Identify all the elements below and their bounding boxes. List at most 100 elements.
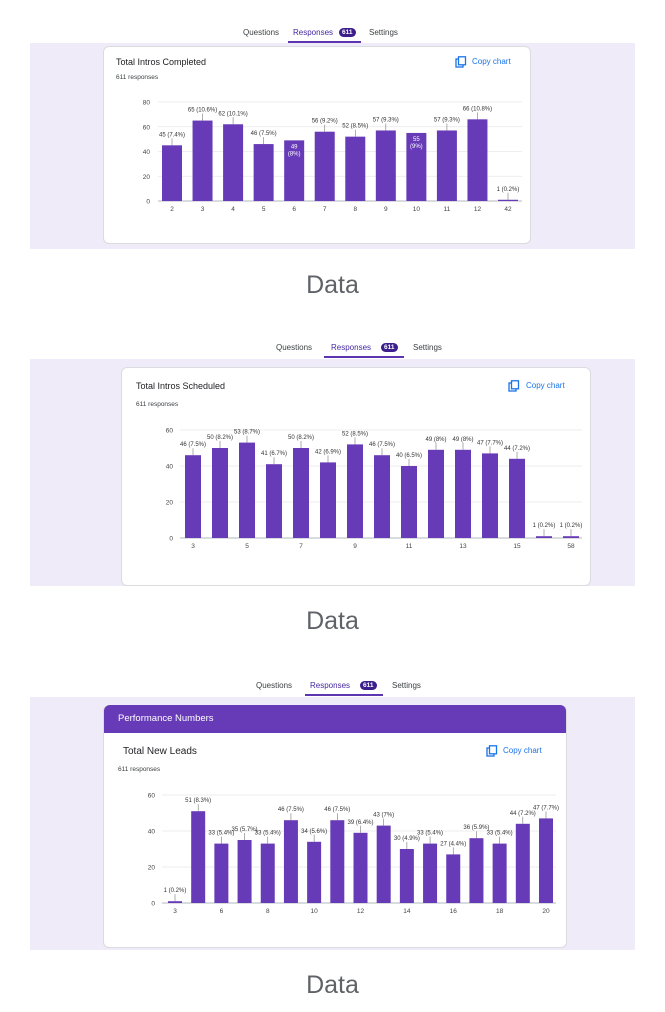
data-label: 47 (7.7%) bbox=[477, 440, 503, 446]
data-label: 42 (6.9%) bbox=[315, 449, 341, 455]
data-caption: Data bbox=[306, 971, 359, 999]
bar bbox=[314, 131, 335, 201]
tab-questions[interactable]: Questions bbox=[276, 343, 313, 352]
data-label: 1 (0.2%) bbox=[164, 888, 187, 894]
y-tick-label: 20 bbox=[166, 500, 174, 507]
bar bbox=[212, 448, 228, 538]
x-tick-label: 13 bbox=[459, 543, 467, 550]
x-tick-label: 20 bbox=[542, 908, 550, 915]
data-label: 46 (7.5%) bbox=[278, 807, 304, 813]
x-tick-label: 3 bbox=[191, 543, 195, 550]
data-label: 44 (7.2%) bbox=[510, 811, 536, 817]
bar bbox=[467, 119, 488, 201]
bar bbox=[214, 843, 229, 903]
data-label: 44 (7.2%) bbox=[504, 446, 530, 452]
x-tick-label: 3 bbox=[173, 908, 177, 915]
data-label: 34 (5.6%) bbox=[301, 829, 327, 835]
y-tick-label: 60 bbox=[166, 428, 174, 435]
copy-icon[interactable] bbox=[486, 745, 498, 757]
bar bbox=[192, 120, 213, 201]
tab-settings[interactable]: Settings bbox=[392, 681, 421, 690]
bar bbox=[469, 838, 484, 903]
bar bbox=[423, 843, 438, 903]
bar bbox=[515, 823, 530, 903]
copy-chart-button[interactable]: Copy chart bbox=[503, 746, 542, 755]
tab-responses[interactable]: Responses bbox=[310, 681, 351, 690]
bar bbox=[436, 130, 457, 201]
responses-count-badge: 611 bbox=[339, 28, 356, 37]
tab-responses[interactable]: Responses bbox=[293, 28, 334, 37]
data-caption: Data bbox=[306, 607, 359, 635]
bar bbox=[498, 199, 518, 201]
x-tick-label: 58 bbox=[567, 543, 575, 550]
x-tick-label: 9 bbox=[384, 206, 388, 213]
bar bbox=[260, 843, 275, 903]
data-label: 33 (5.4%) bbox=[417, 831, 443, 837]
question-title: Total Intros Completed bbox=[116, 57, 207, 67]
data-caption: Data bbox=[306, 271, 359, 299]
x-tick-label: 4 bbox=[231, 206, 235, 213]
bar bbox=[374, 455, 390, 538]
section-title: Performance Numbers bbox=[118, 713, 214, 724]
data-label: (9%) bbox=[410, 144, 423, 150]
y-tick-label: 20 bbox=[148, 865, 156, 872]
data-label: 65 (10.6%) bbox=[188, 108, 217, 114]
tab-responses[interactable]: Responses bbox=[331, 343, 372, 352]
bar bbox=[237, 840, 252, 903]
bar bbox=[253, 144, 274, 201]
x-tick-label: 12 bbox=[357, 908, 365, 915]
x-tick-label: 2 bbox=[170, 206, 174, 213]
data-label: 39 (6.4%) bbox=[347, 820, 373, 826]
bar bbox=[536, 536, 552, 538]
response-count: 611 responses bbox=[118, 766, 161, 773]
x-tick-label: 6 bbox=[292, 206, 296, 213]
tab-settings[interactable]: Settings bbox=[369, 28, 398, 37]
bar bbox=[375, 130, 396, 201]
data-label: 66 (10.8%) bbox=[463, 106, 492, 112]
data-label: 40 (6.5%) bbox=[396, 453, 422, 459]
data-label: 52 (8.5%) bbox=[342, 124, 368, 130]
data-label: 51 (8.3%) bbox=[185, 798, 211, 804]
x-tick-label: 42 bbox=[504, 206, 512, 213]
data-label: 62 (10.1%) bbox=[218, 111, 247, 117]
data-label: 36 (5.9%) bbox=[463, 825, 489, 831]
tab-questions[interactable]: Questions bbox=[256, 681, 293, 690]
bar bbox=[539, 818, 553, 903]
copy-icon[interactable] bbox=[455, 56, 467, 68]
bar bbox=[455, 449, 471, 538]
y-tick-label: 60 bbox=[148, 793, 156, 800]
question-title: Total Intros Scheduled bbox=[136, 381, 226, 391]
bar bbox=[509, 458, 525, 538]
active-tab-indicator bbox=[324, 356, 404, 358]
copy-chart-button[interactable]: Copy chart bbox=[526, 381, 565, 390]
data-label: 55 bbox=[413, 137, 420, 143]
bar bbox=[406, 132, 427, 201]
data-label: (8%) bbox=[288, 151, 301, 157]
x-tick-label: 10 bbox=[413, 206, 421, 213]
data-label: 46 (7.5%) bbox=[324, 807, 350, 813]
bar-chart-total-intros-completed: 0 20 40 60 80 2 45 (7.4%) 3 65 (10.6%) 4 62 (10.1%… bbox=[143, 100, 522, 213]
bar bbox=[320, 462, 336, 538]
data-label: 49 (8%) bbox=[452, 437, 473, 443]
copy-chart-button[interactable]: Copy chart bbox=[472, 57, 511, 66]
bar bbox=[399, 849, 414, 903]
copy-icon[interactable] bbox=[508, 380, 520, 392]
tab-questions[interactable]: Questions bbox=[243, 28, 280, 37]
data-label: 57 (9.3%) bbox=[434, 117, 460, 123]
bar bbox=[345, 136, 366, 201]
y-tick-label: 20 bbox=[143, 174, 151, 181]
bar bbox=[284, 140, 305, 201]
data-label: 1 (0.2%) bbox=[497, 187, 520, 193]
x-tick-label: 7 bbox=[299, 543, 303, 550]
y-tick-label: 40 bbox=[143, 149, 151, 156]
tab-settings[interactable]: Settings bbox=[413, 343, 442, 352]
bar bbox=[307, 841, 322, 903]
bar bbox=[239, 442, 255, 538]
bar bbox=[492, 843, 507, 903]
bar bbox=[353, 832, 368, 903]
data-label: 50 (8.2%) bbox=[288, 435, 314, 441]
data-label: 1 (0.2%) bbox=[560, 523, 583, 529]
x-tick-label: 5 bbox=[245, 543, 249, 550]
data-label: 1 (0.2%) bbox=[533, 523, 556, 529]
